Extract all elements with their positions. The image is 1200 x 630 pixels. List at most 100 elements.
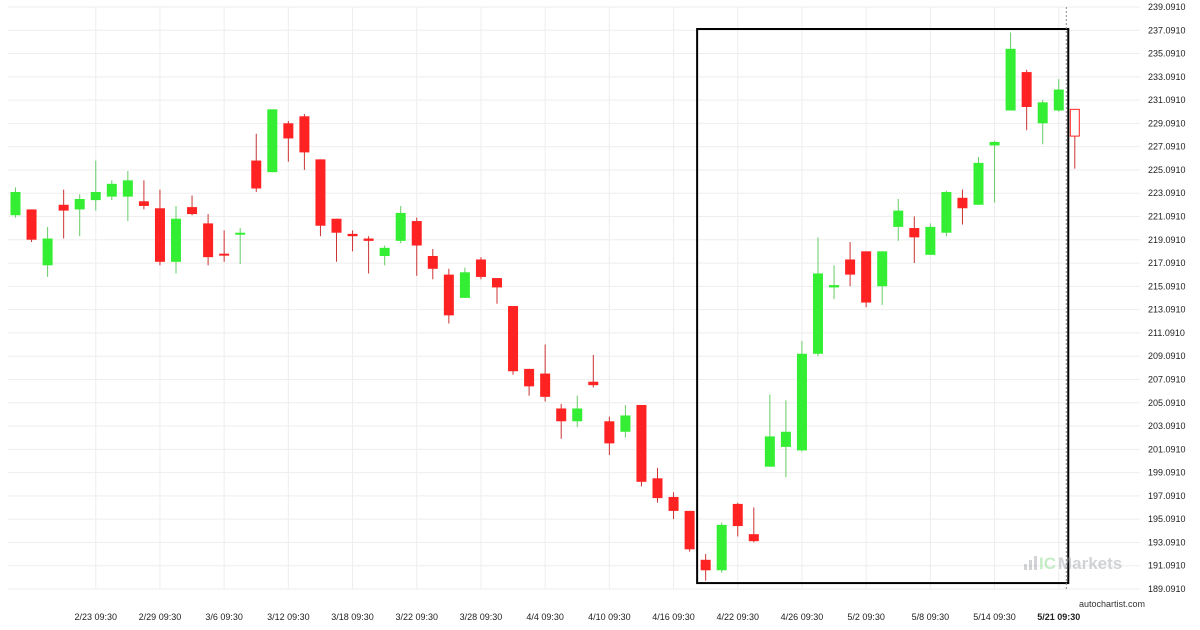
candle-body — [556, 408, 567, 422]
candle-body — [379, 247, 390, 256]
candle-body — [58, 204, 69, 211]
y-tick-label: 221.0910 — [1148, 212, 1186, 222]
candle — [427, 249, 438, 280]
candle-body — [572, 408, 583, 422]
candle-body — [492, 278, 502, 288]
candle-body — [700, 559, 711, 571]
y-axis: 189.0910 191.0910 193.0910 195.0910 197.0910… — [1148, 2, 1186, 594]
x-tick-label: 4/16 09:30 — [652, 612, 695, 622]
candle-body — [716, 524, 727, 571]
candle-body — [443, 274, 454, 316]
candle-body — [748, 534, 759, 542]
y-tick-label: 205.0910 — [1148, 398, 1186, 408]
candle — [957, 189, 968, 225]
y-tick-label: 199.0910 — [1148, 468, 1186, 478]
x-tick-label: 4/26 09:30 — [781, 612, 824, 622]
candle-body — [764, 436, 775, 467]
candle — [989, 140, 1000, 203]
candle-body — [411, 221, 422, 246]
x-tick-label: 4/22 09:30 — [716, 612, 759, 622]
candle — [604, 416, 615, 456]
candle — [171, 205, 181, 274]
y-tick-label: 191.0910 — [1148, 561, 1186, 571]
candle — [861, 251, 872, 308]
x-tick-label: 3/28 09:30 — [460, 612, 503, 622]
candle — [154, 189, 165, 266]
candle — [299, 113, 310, 170]
candle — [716, 522, 727, 573]
candle-body — [363, 238, 374, 241]
candle — [363, 236, 374, 274]
candle — [283, 120, 294, 162]
candle-body — [203, 223, 214, 258]
watermark-text: autochartist.com — [1079, 599, 1145, 609]
y-tick-label: 233.0910 — [1148, 72, 1186, 82]
candle — [315, 159, 326, 237]
x-tick-label: 3/12 09:30 — [267, 612, 310, 622]
candle-body — [604, 421, 615, 444]
y-tick-label: 225.0910 — [1148, 165, 1186, 175]
candle — [347, 230, 358, 252]
candle-body — [427, 255, 438, 269]
candle-body — [475, 259, 486, 277]
candle-body — [42, 238, 53, 266]
candle-body — [636, 404, 647, 482]
candle — [1069, 108, 1080, 169]
x-tick-label: 3/6 09:30 — [205, 612, 243, 622]
x-tick-label: 5/14 09:30 — [973, 612, 1016, 622]
candle — [941, 190, 952, 237]
candle-body — [732, 503, 743, 527]
y-tick-label: 209.0910 — [1148, 351, 1186, 361]
candle — [748, 507, 759, 543]
candle — [74, 194, 85, 237]
candle — [1037, 100, 1048, 145]
candle — [90, 160, 101, 211]
candle — [829, 265, 840, 300]
candle-body — [893, 210, 904, 227]
candle-body — [941, 191, 952, 233]
candle-body — [524, 368, 535, 387]
y-tick-label: 193.0910 — [1148, 537, 1186, 547]
candle-body — [347, 233, 358, 237]
candle — [1021, 69, 1032, 131]
candle-body — [796, 353, 807, 451]
candle — [508, 306, 519, 375]
candle-body — [620, 415, 631, 432]
candle-body — [845, 259, 856, 275]
candle-body — [10, 191, 21, 216]
candle — [668, 492, 679, 520]
candle — [1005, 32, 1016, 111]
candle-body — [780, 431, 791, 447]
candle-body — [588, 381, 599, 386]
candle — [877, 251, 888, 305]
candle — [909, 216, 920, 263]
y-tick-label: 213.0910 — [1148, 305, 1186, 315]
candle-body — [171, 218, 181, 262]
candle — [235, 228, 246, 265]
candle — [540, 344, 551, 402]
candle-body — [74, 198, 85, 210]
candle-body — [315, 159, 326, 226]
y-tick-label: 231.0910 — [1148, 95, 1186, 105]
candle — [219, 230, 230, 262]
x-tick-label: 4/4 09:30 — [526, 612, 564, 622]
candle-body — [1053, 89, 1064, 111]
x-tick-label: 4/10 09:30 — [588, 612, 631, 622]
candle-body — [1021, 72, 1032, 107]
candle — [1053, 79, 1064, 112]
x-tick-label: 5/2 09:30 — [847, 612, 885, 622]
candle-body — [684, 510, 695, 550]
candle — [58, 189, 69, 239]
candle — [395, 205, 406, 244]
candle — [26, 209, 37, 243]
x-tick-label: 3/18 09:30 — [331, 612, 374, 622]
y-tick-label: 227.0910 — [1148, 142, 1186, 152]
candle-body — [219, 253, 230, 256]
y-tick-label: 203.0910 — [1148, 421, 1186, 431]
candle-body — [957, 197, 968, 209]
candle — [138, 180, 149, 210]
candle — [251, 133, 262, 192]
x-tick-label: 2/29 09:30 — [139, 612, 182, 622]
candle-body — [235, 232, 246, 235]
brand-logo-bar-3 — [1034, 556, 1037, 570]
